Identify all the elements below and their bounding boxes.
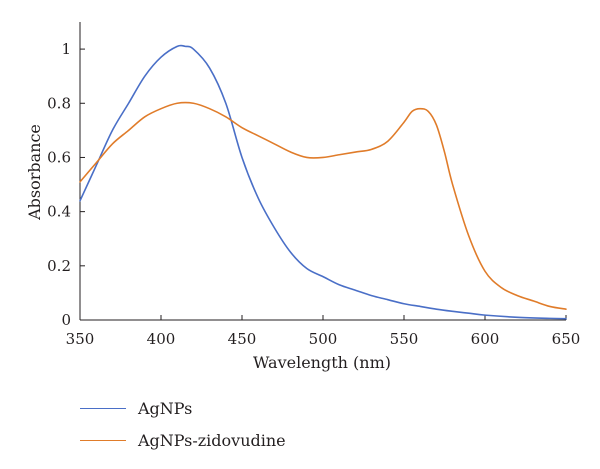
series-layer (79, 44, 567, 320)
x-tick-label: 650 (552, 330, 581, 348)
y-tick-label: 0.6 (47, 148, 71, 166)
axes: 350 400 450 500 550 600 650 0 0.2 0.4 0.6 0.8 1 (47, 22, 580, 348)
legend-item-agnps-zidovudine: AgNPs-zidovudine (80, 424, 286, 456)
y-tick-label: 0.4 (47, 203, 71, 221)
y-tick-label: 0 (61, 311, 71, 329)
x-tick-label: 550 (390, 330, 419, 348)
legend-item-agnps: AgNPs (80, 392, 286, 424)
series-line-agnps (79, 44, 567, 320)
legend-label-agnps-zidovudine: AgNPs-zidovudine (138, 430, 286, 450)
legend-swatch-agnps (80, 407, 126, 409)
y-tick-label: 1 (61, 40, 71, 58)
y-tick-label: 0.8 (47, 94, 71, 112)
series-line-agnps-zidovudine (79, 101, 567, 310)
legend-swatch-agnps-zidovudine (80, 439, 126, 441)
y-axis-title: Absorbance (25, 124, 44, 221)
legend-label-agnps: AgNPs (138, 398, 193, 418)
x-tick-label: 450 (228, 330, 257, 348)
x-tick-label: 500 (309, 330, 338, 348)
x-tick-label: 600 (471, 330, 500, 348)
legend: AgNPs AgNPs-zidovudine (80, 392, 286, 456)
x-axis-title: Wavelength (nm) (253, 353, 391, 372)
x-tick-label: 400 (147, 330, 176, 348)
y-tick-label: 0.2 (47, 257, 71, 275)
x-tick-label: 350 (66, 330, 95, 348)
